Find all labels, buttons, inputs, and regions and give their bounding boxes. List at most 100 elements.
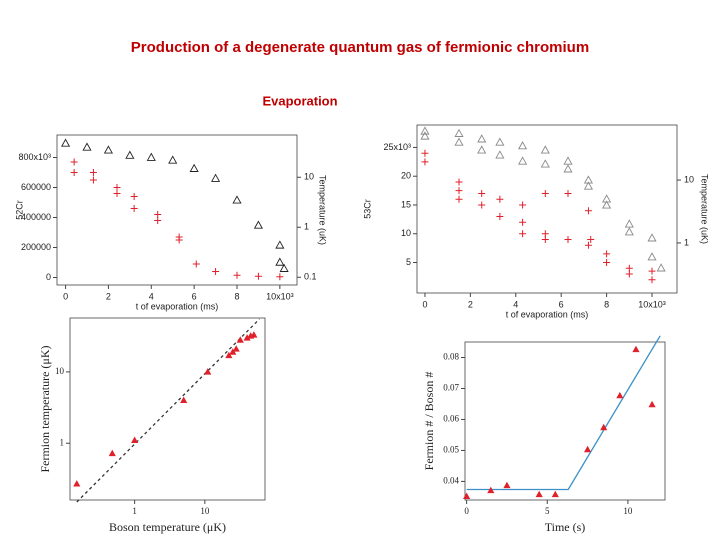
point [603, 250, 611, 258]
plot-frame [416, 124, 678, 294]
x-axis-title: Boson temperature (μK) [109, 520, 226, 534]
x-tick-label: 6 [192, 291, 197, 301]
x-tick-label: 10x10³ [638, 299, 666, 309]
y-tick-label: 600000 [21, 182, 51, 192]
y-axis-title: Fermion temperature (μK) [38, 345, 52, 472]
point [656, 263, 666, 272]
y-tick-label: 0.05 [443, 444, 459, 454]
point [616, 391, 624, 399]
point [455, 187, 463, 195]
point [70, 169, 78, 176]
point [154, 217, 162, 224]
point [624, 227, 634, 236]
point [519, 201, 527, 209]
point [211, 173, 221, 182]
point [495, 137, 505, 146]
y-tick-label: 1 [60, 437, 65, 447]
point [232, 345, 240, 352]
point [455, 195, 463, 203]
y-tick-label: 0.08 [443, 352, 459, 362]
fit-line [76, 318, 260, 503]
point [233, 271, 241, 279]
point [421, 149, 429, 157]
y2-axis-title: Temperature (uK) [700, 174, 710, 244]
point [487, 486, 495, 494]
y-tick-label: 10 [401, 228, 411, 238]
point [648, 267, 656, 275]
point [477, 134, 487, 143]
point [113, 190, 121, 197]
y-tick-label: 0.04 [443, 475, 459, 485]
point [455, 178, 463, 186]
point [625, 270, 633, 278]
y-tick-label: 800x10³ [18, 152, 51, 162]
point [212, 268, 220, 275]
point [624, 219, 634, 228]
point [600, 423, 608, 431]
y2-tick-label: 1 [684, 237, 689, 247]
point [113, 184, 121, 191]
point [496, 195, 504, 203]
point [602, 200, 612, 209]
point [82, 142, 92, 151]
x-tick-label: 8 [604, 299, 609, 309]
point [70, 158, 78, 166]
point [250, 331, 258, 338]
point [108, 449, 116, 457]
point [496, 212, 504, 220]
point [564, 235, 572, 243]
point [603, 259, 611, 267]
point [125, 150, 135, 159]
fit-line [466, 335, 661, 491]
point [541, 235, 549, 243]
point [563, 164, 573, 173]
slide-subtitle: Evaporation [262, 93, 337, 108]
point [229, 348, 237, 355]
point [254, 272, 262, 280]
y-tick-label: 5 [406, 257, 411, 267]
y-tick-label: 400000 [21, 212, 51, 222]
y2-tick-label: 10 [684, 174, 694, 184]
point [518, 156, 528, 165]
x-tick-label: 6 [559, 299, 564, 309]
point [275, 257, 285, 266]
point [535, 490, 543, 498]
point [232, 195, 242, 204]
plot-frame [464, 341, 666, 501]
point [236, 336, 244, 343]
point [519, 218, 527, 226]
point [175, 236, 183, 244]
point [89, 176, 97, 184]
point [253, 220, 263, 229]
x-tick-label: 0 [63, 291, 68, 301]
point [518, 141, 528, 150]
point [648, 400, 656, 408]
point [587, 235, 595, 243]
point [89, 169, 97, 176]
point [584, 445, 592, 453]
point [204, 368, 212, 375]
point [192, 260, 200, 268]
x-tick-label: 5 [545, 506, 550, 516]
point [276, 273, 284, 281]
y-tick-label: 0.07 [443, 383, 459, 393]
x-tick-label: 10 [200, 506, 210, 516]
y2-axis-title: Temperature (uK) [318, 175, 328, 245]
point [632, 345, 640, 353]
y-tick-label: 15 [401, 199, 411, 209]
point [584, 207, 592, 215]
point [563, 156, 573, 165]
y-tick-label: 0 [46, 272, 51, 282]
y-axis-title: Fermion # / Boson # [422, 372, 436, 471]
point [420, 126, 430, 135]
point [103, 145, 113, 154]
plot-frame [69, 317, 266, 501]
point [73, 480, 81, 487]
plot-frame [56, 134, 298, 286]
point [180, 396, 188, 403]
point [551, 490, 559, 498]
point [421, 158, 429, 166]
point [478, 189, 486, 197]
point [463, 492, 471, 499]
